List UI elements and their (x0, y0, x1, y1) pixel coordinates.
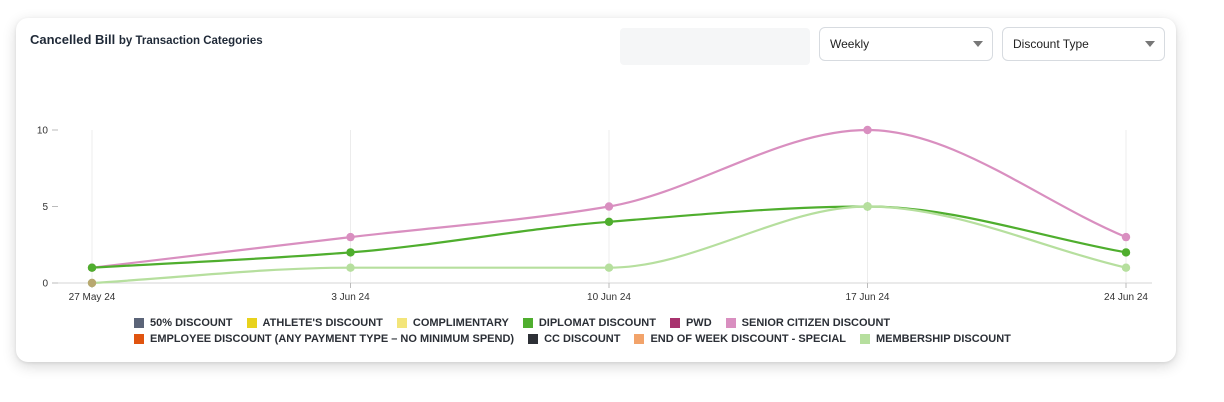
legend-label: ATHLETE'S DISCOUNT (262, 317, 383, 329)
chevron-down-icon (1145, 41, 1155, 47)
legend-item-2[interactable]: COMPLIMENTARY (396, 317, 509, 329)
data-point-2-3 (863, 202, 872, 211)
legend-label: PWD (685, 317, 712, 329)
data-point-2-4 (1121, 263, 1131, 272)
legend-item-7[interactable]: CC DISCOUNT (528, 333, 620, 345)
legend-swatch (134, 334, 144, 344)
data-point-0-1 (346, 232, 355, 242)
period-select-value: Weekly (830, 37, 870, 51)
series-3 (87, 278, 97, 288)
y-tick-label-0: 0 (42, 279, 48, 290)
line-chart: 0 5 10 27 May 24 3 Jun 24 10 Jun 24 17 Jun 24 2… (37, 125, 1152, 303)
series-layer (87, 125, 1131, 288)
discount-type-select[interactable]: Discount Type (1002, 27, 1165, 61)
legend-label: 50% DISCOUNT (150, 317, 233, 329)
legend-swatch (860, 334, 871, 344)
legend-swatch (522, 318, 533, 328)
legend-item-8[interactable]: END OF WEEK DISCOUNT - SPECIAL (634, 333, 846, 345)
legend-row: EMPLOYEE DISCOUNT (ANY PAYMENT TYPE – NO… (134, 331, 1034, 347)
series-2 (87, 202, 1131, 288)
legend-item-3[interactable]: DIPLOMAT DISCOUNT (522, 317, 656, 329)
legend-item-4[interactable]: PWD (669, 317, 712, 329)
data-point-1-4 (1121, 248, 1131, 257)
data-point-1-0 (87, 263, 97, 272)
legend-swatch (634, 334, 645, 344)
legend-row: 50% DISCOUNT ATHLETE'S DISCOUNT COMPLIMENT… (134, 315, 1034, 331)
data-point-1-1 (346, 248, 355, 257)
x-tick-label-1: 3 Jun 24 (331, 292, 370, 303)
data-point-1-2 (604, 217, 614, 226)
data-point-0-3 (863, 125, 872, 135)
chart-card: Cancelled Bill by Transaction Categories… (16, 18, 1176, 362)
chevron-down-icon (973, 41, 983, 47)
legend-swatch (725, 318, 736, 328)
legend-item-6[interactable]: EMPLOYEE DISCOUNT (ANY PAYMENT TYPE – NO… (134, 333, 514, 345)
legend-label: DIPLOMAT DISCOUNT (538, 317, 656, 329)
period-select[interactable]: Weekly (819, 27, 993, 61)
legend-label: END OF WEEK DISCOUNT - SPECIAL (650, 333, 847, 345)
axis-layer: 0 5 10 27 May 24 3 Jun 24 10 Jun 24 17 Jun 24 2… (37, 126, 1152, 303)
x-tick-label-0: 27 May 24 (69, 292, 116, 303)
chart-legend: 50% DISCOUNT ATHLETE'S DISCOUNT COMPLIMENT… (134, 315, 1034, 347)
x-tick-label-3: 17 Jun 24 (846, 292, 890, 303)
x-tick-label-2: 10 Jun 24 (587, 292, 631, 303)
y-tick-label-2: 10 (37, 126, 49, 137)
data-point-0-4 (1121, 232, 1131, 242)
legend-swatch (134, 318, 144, 328)
legend-swatch (669, 318, 680, 328)
chart-title: Cancelled Bill by Transaction Categories (30, 32, 263, 47)
series-0 (87, 125, 1131, 272)
data-point-3-0 (87, 278, 97, 288)
chart-title-subtitle: by Transaction Categories (118, 35, 263, 47)
legend-item-0[interactable]: 50% DISCOUNT (134, 317, 233, 329)
legend-label: CC DISCOUNT (544, 333, 621, 345)
legend-swatch (396, 318, 407, 328)
discount-type-select-value: Discount Type (1013, 37, 1089, 51)
legend-label: MEMBERSHIP DISCOUNT (876, 333, 1011, 345)
legend-label: EMPLOYEE DISCOUNT (ANY PAYMENT TYPE – NO… (150, 333, 515, 345)
y-tick-label-1: 5 (42, 202, 48, 213)
legend-item-5[interactable]: SENIOR CITIZEN DISCOUNT (725, 317, 891, 329)
legend-label: SENIOR CITIZEN DISCOUNT (741, 317, 891, 329)
data-point-2-2 (604, 263, 614, 272)
legend-swatch (528, 334, 539, 344)
empty-filter-box (620, 28, 810, 65)
chart-title-main: Cancelled Bill (30, 32, 116, 47)
x-tick-label-4: 24 Jun 24 (1104, 292, 1148, 303)
data-point-2-1 (346, 263, 355, 272)
legend-item-1[interactable]: ATHLETE'S DISCOUNT (246, 317, 383, 329)
data-point-0-2 (604, 202, 614, 211)
legend-swatch (246, 318, 257, 328)
legend-label: COMPLIMENTARY (412, 317, 509, 329)
legend-item-9[interactable]: MEMBERSHIP DISCOUNT (860, 333, 1011, 345)
